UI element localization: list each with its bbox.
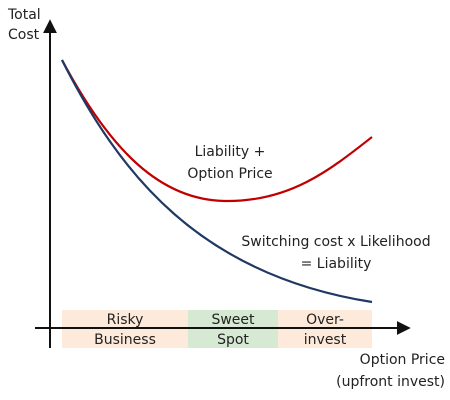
zone-label: Risky — [107, 312, 144, 328]
zone-label: Business — [94, 332, 156, 348]
y-axis-label: Total — [7, 7, 41, 23]
x-axis-label: Option Price — [360, 352, 445, 368]
y-axis-label: Cost — [8, 27, 40, 43]
zone-label: Spot — [217, 332, 249, 348]
zone-label: invest — [304, 332, 347, 348]
liability-curve — [61, 59, 373, 304]
zone-label: Over- — [306, 312, 344, 328]
total-cost-curve — [61, 59, 373, 203]
curve-label: = Liability — [301, 256, 372, 272]
curve-label: Liability + — [195, 144, 266, 160]
curve-label: Switching cost x Likelihood — [241, 234, 430, 250]
x-axis-label: (upfront invest) — [336, 374, 445, 390]
zone-label: Sweet — [211, 312, 255, 328]
curve-label: Option Price — [187, 166, 272, 182]
zones: Risky Business Sweet Spot Over-invest — [62, 310, 372, 348]
